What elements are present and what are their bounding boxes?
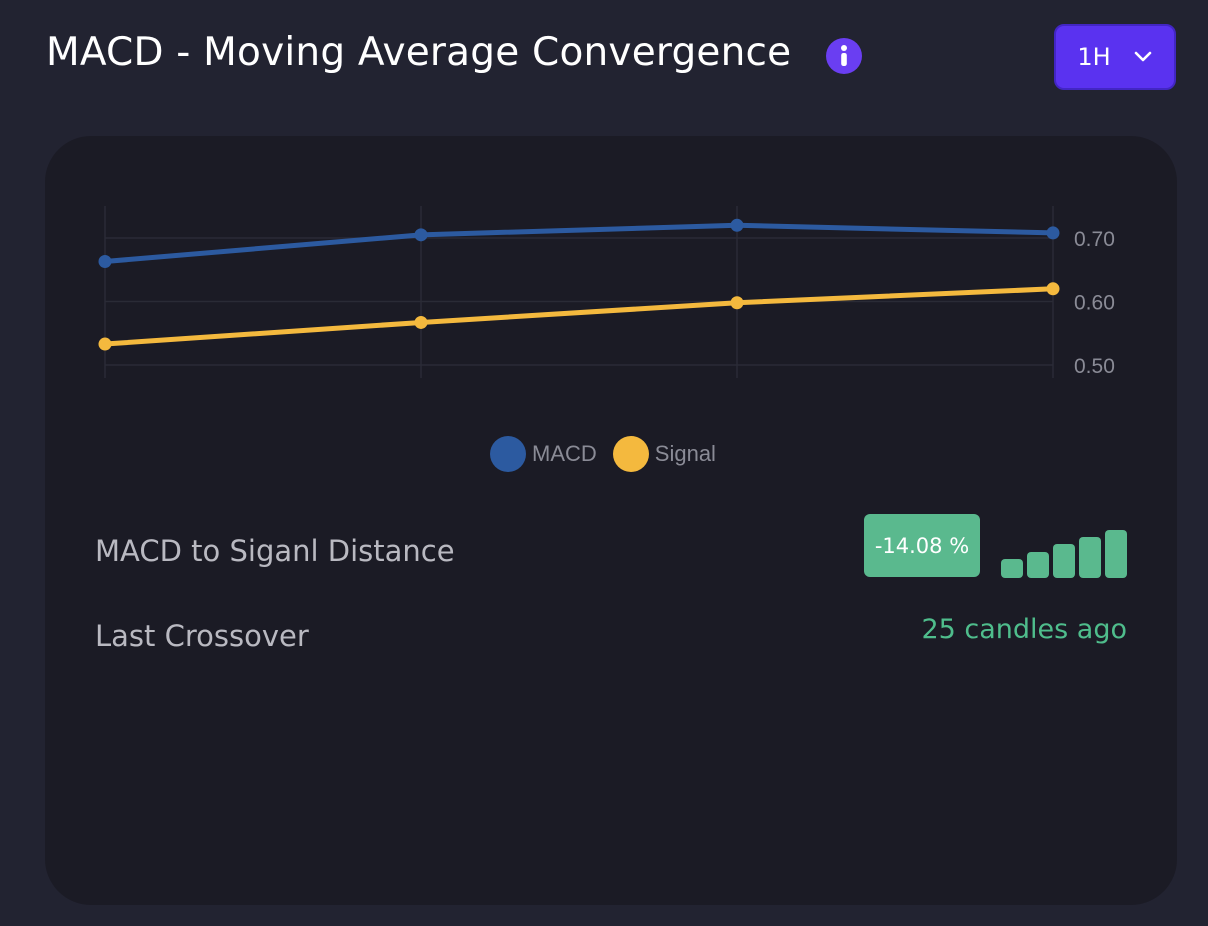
info-icon[interactable] bbox=[826, 38, 862, 74]
info-glyph bbox=[841, 45, 847, 66]
signal-point bbox=[1046, 282, 1060, 296]
chart-legend: MACD Signal bbox=[490, 436, 732, 472]
legend-item-macd[interactable]: MACD bbox=[490, 436, 597, 472]
y-tick-label: 0.50 bbox=[1074, 355, 1115, 378]
signal-point bbox=[98, 337, 112, 351]
strength-bar bbox=[1001, 558, 1023, 578]
crossover-label: Last Crossover bbox=[95, 619, 309, 653]
strength-bar bbox=[1027, 551, 1049, 578]
signal-point bbox=[414, 315, 428, 329]
macd-chart: 0.50 0.60 0.70 bbox=[98, 206, 1115, 378]
distance-label: MACD to Siganl Distance bbox=[95, 534, 455, 568]
signal-line bbox=[102, 286, 1056, 347]
timeframe-value: 1H bbox=[1077, 43, 1111, 71]
signal-point bbox=[730, 296, 744, 310]
distance-badge: -14.08 % bbox=[864, 514, 980, 577]
legend-label-macd: MACD bbox=[532, 441, 597, 466]
macd-point bbox=[98, 254, 112, 268]
page-title: MACD - Moving Average Convergence bbox=[46, 30, 792, 75]
strength-bar bbox=[1105, 530, 1127, 578]
macd-point bbox=[730, 218, 744, 232]
strength-bar bbox=[1079, 537, 1101, 578]
chevron-down-icon bbox=[1134, 51, 1151, 62]
macd-line bbox=[102, 222, 1056, 264]
strength-bar bbox=[1053, 544, 1075, 578]
timeframe-select[interactable]: 1H bbox=[1054, 24, 1176, 90]
macd-point bbox=[1046, 226, 1060, 240]
y-tick-label: 0.70 bbox=[1074, 228, 1115, 251]
legend-dot-signal bbox=[612, 436, 649, 472]
strength-bars bbox=[1001, 530, 1127, 578]
legend-label-signal: Signal bbox=[654, 441, 716, 466]
y-tick-label: 0.60 bbox=[1074, 292, 1115, 315]
legend-item-signal[interactable]: Signal bbox=[612, 436, 716, 472]
legend-dot-macd bbox=[490, 436, 526, 472]
macd-card: 0.50 0.60 0.70 MACD Signal MACD to Siganl … bbox=[45, 136, 1177, 905]
crossover-value: 25 candles ago bbox=[921, 614, 1127, 645]
macd-point bbox=[414, 228, 428, 242]
